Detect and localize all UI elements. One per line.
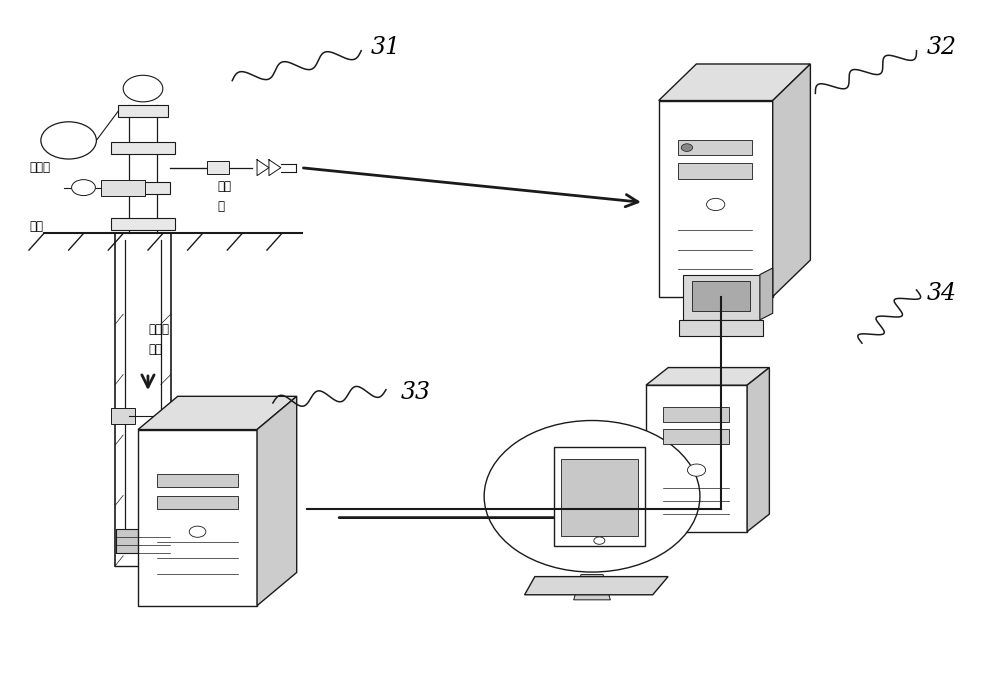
- Polygon shape: [257, 396, 297, 606]
- Circle shape: [189, 526, 206, 537]
- Text: 油层: 油层: [148, 343, 162, 356]
- Bar: [111, 218, 175, 230]
- Text: 压力计: 压力计: [148, 323, 169, 336]
- Text: 32: 32: [926, 36, 956, 59]
- Polygon shape: [646, 385, 747, 532]
- Bar: [683, 275, 760, 320]
- Polygon shape: [773, 64, 810, 297]
- Polygon shape: [257, 160, 269, 176]
- Text: 33: 33: [401, 382, 431, 404]
- Text: 阀: 阀: [217, 201, 224, 213]
- Text: 地面: 地面: [29, 220, 43, 234]
- Bar: [116, 529, 170, 553]
- Bar: [561, 459, 638, 536]
- Circle shape: [594, 537, 605, 544]
- Text: 压力计: 压力计: [29, 160, 50, 174]
- Bar: [157, 497, 238, 509]
- Circle shape: [72, 180, 95, 196]
- Bar: [157, 474, 238, 487]
- Bar: [207, 161, 229, 174]
- Bar: [101, 180, 145, 196]
- Polygon shape: [525, 577, 668, 595]
- Bar: [679, 320, 763, 336]
- Polygon shape: [574, 575, 610, 600]
- Bar: [692, 281, 750, 311]
- Circle shape: [681, 144, 693, 151]
- Bar: [111, 409, 135, 424]
- Bar: [663, 429, 729, 444]
- Bar: [663, 407, 729, 422]
- Bar: [678, 140, 752, 155]
- Polygon shape: [138, 429, 257, 606]
- Polygon shape: [646, 367, 769, 385]
- Bar: [554, 447, 645, 546]
- Polygon shape: [269, 160, 281, 176]
- Circle shape: [123, 75, 163, 102]
- Polygon shape: [659, 100, 773, 297]
- Text: 旁通: 旁通: [217, 180, 231, 193]
- Bar: [116, 182, 170, 194]
- Bar: [118, 105, 168, 117]
- Polygon shape: [138, 396, 297, 429]
- Text: 31: 31: [371, 36, 401, 59]
- Ellipse shape: [484, 421, 700, 572]
- Text: 34: 34: [926, 282, 956, 305]
- Polygon shape: [760, 268, 773, 320]
- Polygon shape: [659, 64, 810, 100]
- Bar: [678, 164, 752, 179]
- Bar: [111, 142, 175, 153]
- Circle shape: [687, 464, 706, 476]
- Polygon shape: [747, 367, 769, 532]
- Circle shape: [41, 122, 96, 159]
- Circle shape: [707, 199, 725, 211]
